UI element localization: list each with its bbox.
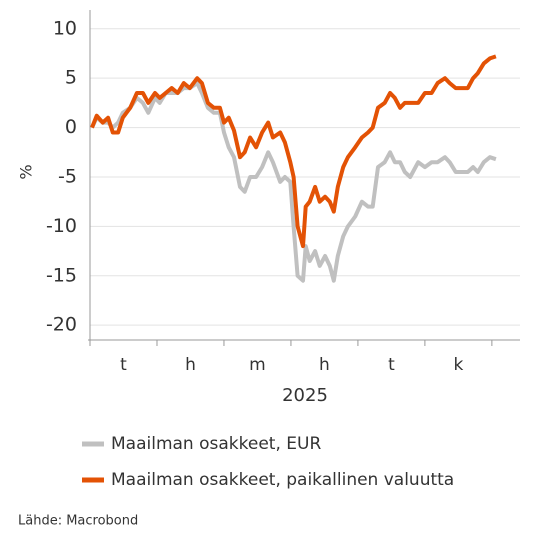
y-tick-label: -15 [46, 264, 77, 286]
y-tick-label: -10 [46, 215, 77, 237]
y-tick-label: -20 [46, 314, 77, 336]
y-tick-label: 10 [53, 17, 77, 39]
x-tick-label: k [453, 355, 463, 375]
x-tick-label: t [388, 355, 395, 375]
series-line [90, 54, 497, 249]
y-tick-label: 0 [65, 116, 77, 138]
x-tick-label: h [185, 355, 196, 375]
x-tick-label: t [120, 355, 127, 375]
series-line [90, 81, 497, 283]
legend-label: Maailman osakkeet, EUR [111, 434, 321, 454]
x-tick-label: m [249, 355, 266, 375]
y-tick-label: 5 [65, 67, 77, 89]
x-tick-label: h [319, 355, 330, 375]
source: Lähde: Macrobond [18, 514, 138, 529]
y-tick-label: -5 [58, 165, 77, 187]
x-axis-label: 2025 [282, 385, 328, 406]
legend-label: Maailman osakkeet, paikallinen valuutta [111, 470, 454, 490]
y-axis-label: % [17, 164, 36, 179]
